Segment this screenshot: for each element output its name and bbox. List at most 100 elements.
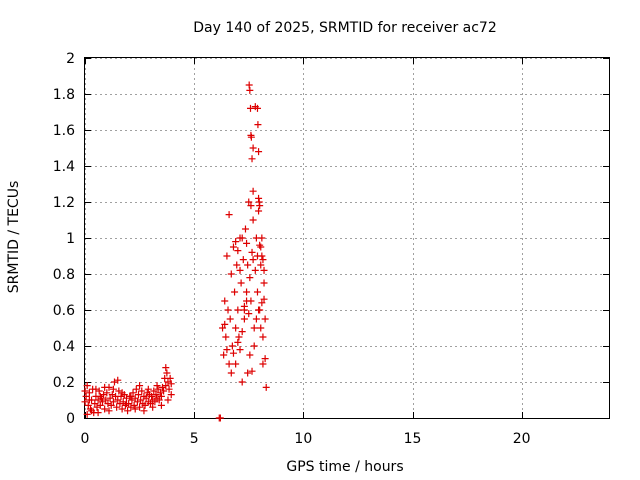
data-point	[221, 297, 229, 305]
data-point	[132, 385, 140, 393]
data-point	[229, 243, 237, 251]
data-point	[222, 333, 230, 341]
data-point	[244, 369, 252, 377]
data-point	[162, 364, 170, 372]
data-point	[248, 367, 256, 375]
x-tick-label: 5	[190, 431, 199, 447]
data-point	[110, 378, 118, 386]
data-point	[221, 320, 229, 328]
data-point	[238, 234, 246, 242]
data-point	[232, 360, 240, 368]
data-point	[247, 297, 255, 305]
data-point	[256, 202, 264, 210]
data-point	[251, 266, 259, 274]
data-point	[102, 396, 110, 404]
data-point	[88, 407, 96, 415]
data-point	[131, 405, 139, 413]
data-point	[131, 394, 139, 402]
data-point	[229, 349, 237, 357]
data-point	[255, 306, 263, 314]
data-point	[243, 239, 251, 247]
data-point	[260, 295, 268, 303]
data-point	[249, 256, 257, 264]
data-point	[260, 279, 268, 287]
data-point	[96, 401, 104, 409]
data-point	[249, 187, 257, 195]
data-point	[166, 374, 174, 382]
data-point	[101, 405, 109, 413]
data-point	[151, 398, 159, 406]
data-point	[85, 396, 93, 404]
data-point	[134, 391, 142, 399]
data-point	[152, 391, 160, 399]
data-point	[147, 400, 154, 408]
data-point	[236, 266, 244, 274]
data-point	[114, 376, 122, 384]
y-tick-label: 0.6	[53, 303, 75, 319]
x-axis-label: GPS time / hours	[286, 459, 403, 475]
data-point	[259, 256, 267, 264]
data-point	[240, 315, 248, 323]
data-point	[231, 288, 239, 296]
data-point	[250, 342, 258, 350]
data-point	[107, 401, 115, 409]
data-point	[141, 401, 149, 409]
data-point	[256, 241, 264, 249]
data-point	[95, 387, 103, 395]
data-point	[157, 401, 165, 409]
data-point	[258, 234, 266, 242]
data-point	[249, 144, 257, 152]
data-point	[109, 398, 117, 406]
y-tick-label: 0	[66, 411, 75, 427]
data-point	[140, 407, 148, 415]
data-point	[109, 385, 117, 393]
data-point	[243, 288, 251, 296]
data-point	[130, 401, 138, 409]
data-point	[144, 385, 152, 393]
data-point	[101, 383, 109, 391]
data-point	[253, 104, 261, 112]
data-point	[82, 392, 90, 400]
data-point	[92, 385, 100, 393]
data-point	[124, 407, 132, 415]
chart-title: Day 140 of 2025, SRMTID for receiver ac7…	[193, 20, 497, 36]
data-point	[252, 315, 260, 323]
data-point	[226, 315, 234, 323]
data-point	[223, 346, 231, 354]
data-point	[240, 302, 248, 310]
data-point	[247, 202, 255, 210]
data-point	[235, 333, 243, 341]
data-point	[258, 299, 266, 307]
data-point	[154, 385, 162, 393]
y-tick-label: 1.8	[53, 87, 75, 103]
data-point	[253, 252, 261, 260]
data-point	[232, 324, 240, 332]
data-point	[96, 392, 104, 400]
x-tick-label: 20	[513, 431, 531, 447]
data-point	[164, 396, 172, 404]
data-point	[227, 270, 235, 278]
data-point	[225, 211, 233, 219]
data-point	[261, 355, 269, 363]
data-point	[245, 81, 253, 89]
data-point	[245, 310, 253, 318]
grid-lines	[85, 58, 609, 419]
data-point	[149, 403, 157, 411]
data-point	[216, 414, 224, 422]
data-point	[118, 389, 126, 397]
data-point	[94, 409, 102, 417]
y-tick-label: 1.6	[53, 123, 75, 139]
data-point	[255, 194, 263, 202]
data-point	[249, 216, 257, 224]
data-point	[105, 407, 113, 415]
data-point	[255, 207, 263, 215]
y-tick-label: 1.2	[53, 195, 75, 211]
data-point	[225, 360, 233, 368]
data-point	[234, 306, 242, 314]
data-point	[254, 121, 262, 129]
data-point	[103, 389, 111, 397]
data-point	[81, 387, 89, 395]
data-point	[167, 391, 175, 399]
data-point	[163, 369, 171, 377]
y-tick-label: 1	[66, 231, 75, 247]
